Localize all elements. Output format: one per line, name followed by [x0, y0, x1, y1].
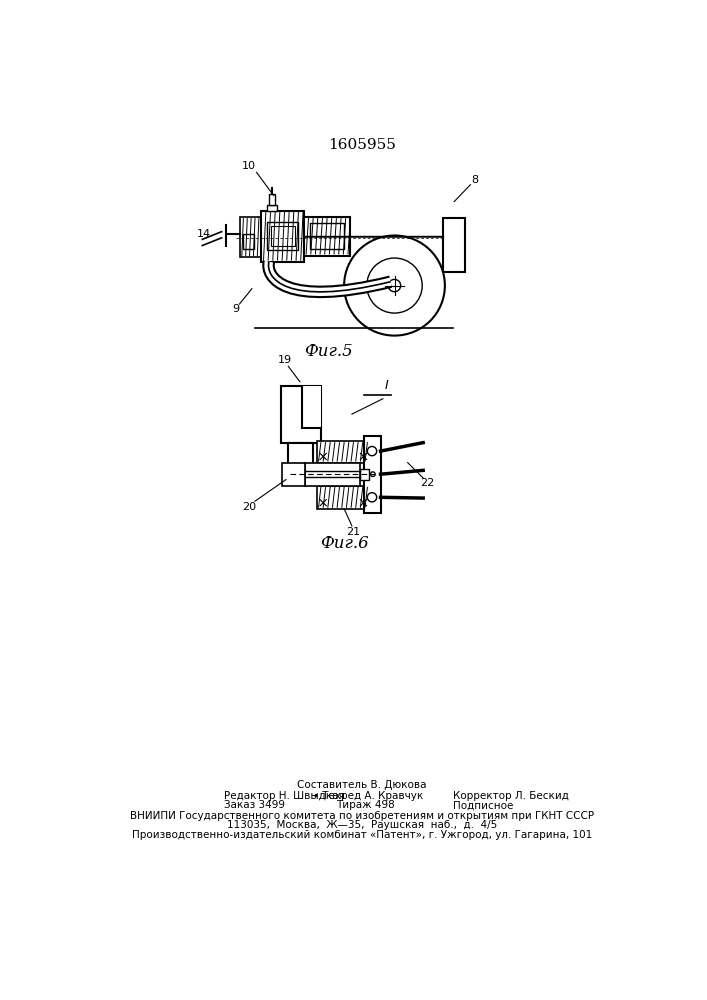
Bar	[271, 226, 295, 246]
Text: 9: 9	[232, 304, 239, 314]
Circle shape	[370, 472, 375, 477]
Text: Тираж 498: Тираж 498	[337, 800, 395, 810]
Text: Фиг.6: Фиг.6	[320, 535, 368, 552]
Bar	[317, 441, 371, 463]
Bar	[310, 223, 344, 249]
Bar	[281, 386, 321, 443]
Text: • Техред А. Кравчук: • Техред А. Кравчук	[313, 791, 423, 801]
Bar	[269, 194, 275, 205]
Text: 1605955: 1605955	[328, 138, 396, 152]
Bar	[267, 205, 276, 211]
Text: Заказ 3499: Заказ 3499	[224, 800, 285, 810]
Circle shape	[368, 446, 377, 456]
Text: ВНИИПИ Государственного комитета по изобретениям и открытиям при ГКНТ СССР: ВНИИПИ Государственного комитета по изоб…	[130, 811, 594, 821]
Bar	[360, 469, 369, 480]
Bar	[303, 386, 321, 428]
Text: 21: 21	[346, 527, 361, 537]
Bar	[261, 211, 304, 262]
Bar	[304, 217, 351, 256]
Text: Редактор Н. Швыдкая: Редактор Н. Швыдкая	[224, 791, 345, 801]
Text: Производственно-издательский комбинат «Патент», г. Ужгород, ул. Гагарина, 101: Производственно-издательский комбинат «П…	[132, 830, 592, 840]
Text: Подписное: Подписное	[452, 800, 513, 810]
Text: 22: 22	[420, 478, 434, 488]
Text: 14: 14	[197, 229, 211, 239]
Text: Корректор Л. Бескид: Корректор Л. Бескид	[452, 791, 568, 801]
Text: Составитель В. Дюкова: Составитель В. Дюкова	[297, 780, 427, 790]
Text: Фиг.5: Фиг.5	[304, 342, 353, 360]
Bar	[267, 222, 298, 250]
Text: 19: 19	[277, 355, 291, 365]
Bar	[282, 463, 305, 486]
Text: 113035,  Москва,  Ж—35,  Раушская  наб.,  д.  4/5: 113035, Москва, Ж—35, Раушская наб., д. …	[227, 820, 497, 830]
Bar	[317, 486, 371, 509]
Text: 8: 8	[471, 175, 478, 185]
Bar	[240, 217, 261, 257]
Bar	[363, 436, 380, 513]
Bar	[443, 218, 465, 272]
Circle shape	[368, 493, 377, 502]
Text: 20: 20	[242, 502, 256, 512]
Text: I: I	[385, 379, 389, 392]
Text: 10: 10	[242, 161, 256, 171]
Bar	[305, 463, 360, 486]
Bar	[288, 443, 313, 466]
Bar	[243, 234, 255, 249]
